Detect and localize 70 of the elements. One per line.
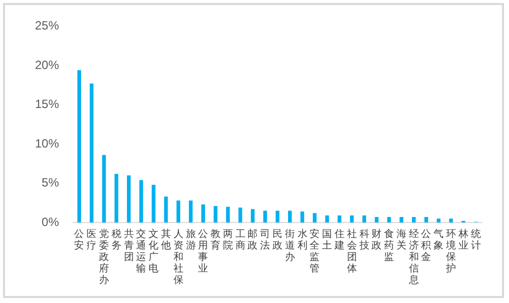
bar xyxy=(436,218,440,222)
x-tick-label: 文化广电 xyxy=(148,228,159,274)
bar xyxy=(325,215,329,222)
x-tick-label: 公积金 xyxy=(421,228,432,263)
bar xyxy=(276,210,280,222)
x-tick-label: 林业 xyxy=(457,228,468,252)
x-tick-label: 公用事业 xyxy=(198,228,208,274)
x-tick-label: 财政 xyxy=(372,228,382,252)
bar xyxy=(152,184,156,222)
x-tick-label: 统计 xyxy=(470,228,481,252)
x-tick-label: 党委政府办 xyxy=(99,228,109,286)
bar xyxy=(201,204,206,222)
x-tick-label: 街道办 xyxy=(284,228,295,263)
bar xyxy=(188,200,193,222)
x-tick-label: 其他 xyxy=(160,228,171,252)
bar xyxy=(424,217,428,222)
x-tick-label: 教育 xyxy=(210,228,221,252)
x-tick-label: 环境保护 xyxy=(445,228,456,274)
bar xyxy=(300,212,304,222)
bar xyxy=(139,180,144,222)
x-tick-label: 司法 xyxy=(260,228,270,252)
x-tick-label: 住建 xyxy=(333,228,344,252)
bar xyxy=(214,206,218,222)
y-tick-label: 10% xyxy=(34,136,60,150)
x-tick-label: 邮政 xyxy=(248,228,258,252)
x-tick-label: 安全监管 xyxy=(310,228,320,274)
x-tick-label: 税务 xyxy=(111,228,122,252)
bar xyxy=(312,213,317,222)
x-tick-label: 工商 xyxy=(235,228,246,252)
bar xyxy=(226,206,230,222)
bar xyxy=(362,215,366,222)
x-tick-label: 国土 xyxy=(322,228,332,252)
bar xyxy=(77,70,82,222)
bar xyxy=(250,209,255,222)
bar xyxy=(449,218,453,222)
x-tick-label: 旅游 xyxy=(186,228,196,252)
x-tick-label: 社会团体 xyxy=(346,228,357,274)
y-tick-label: 25% xyxy=(34,18,60,33)
y-tick-label: 0% xyxy=(42,214,60,229)
bar xyxy=(90,84,94,222)
x-tick-label: 两院 xyxy=(222,228,233,252)
x-tick-label: 交通运输 xyxy=(136,228,146,274)
bar xyxy=(412,217,416,222)
bar xyxy=(400,217,404,222)
bar xyxy=(263,210,267,222)
bar xyxy=(288,210,292,222)
x-tick-label: 人资和社保 xyxy=(173,228,184,286)
bar xyxy=(176,200,180,222)
x-tick-label: 海关 xyxy=(396,228,406,252)
bar xyxy=(338,215,342,222)
x-tick-label: 民政 xyxy=(272,228,283,252)
bar xyxy=(164,196,168,222)
bar xyxy=(238,208,242,222)
bar xyxy=(126,175,131,222)
x-tick-label: 公安 xyxy=(74,228,84,252)
x-tick-label: 经济和信息 xyxy=(408,228,419,286)
x-tick-label: 气象 xyxy=(434,228,444,252)
y-tick-label: 15% xyxy=(34,97,60,112)
x-tick-label: 食药监 xyxy=(384,228,394,263)
x-tick-label: 医疗 xyxy=(86,228,97,252)
x-tick-label: 共青团 xyxy=(124,228,134,263)
bar xyxy=(374,217,379,222)
bar xyxy=(387,217,391,222)
x-tick-label: 科技 xyxy=(358,228,370,252)
bar xyxy=(114,174,118,222)
bar xyxy=(102,154,106,222)
y-tick-label: 20% xyxy=(34,58,60,72)
x-tick-label: 水利 xyxy=(297,228,308,252)
y-tick-label: 5% xyxy=(42,176,60,190)
bar xyxy=(350,215,354,222)
